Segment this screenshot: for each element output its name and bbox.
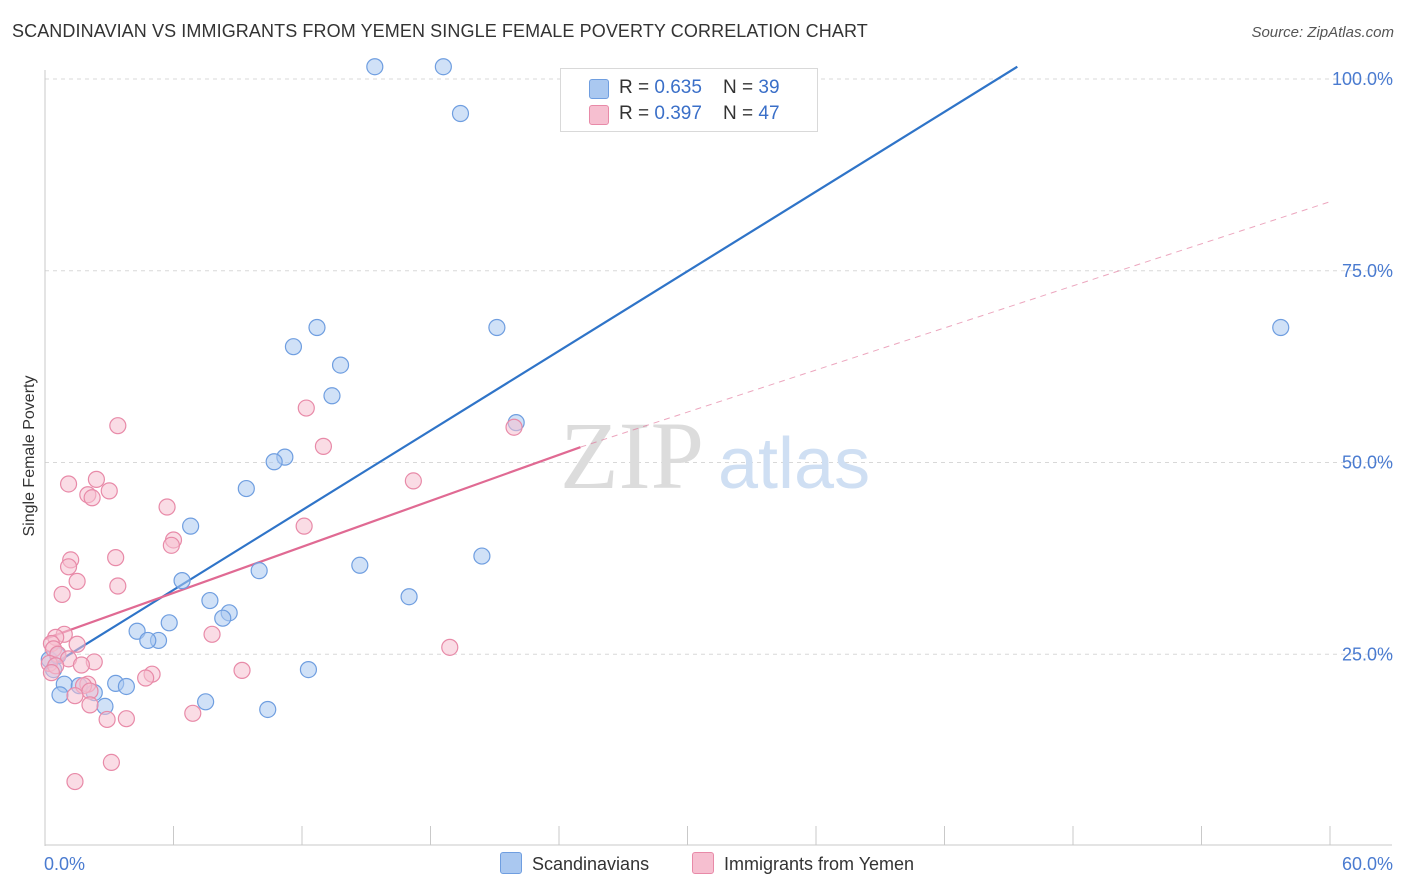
data-point-yemen [98,710,116,729]
watermark-atlas: atlas [718,424,870,504]
watermark-zip: ZIP [560,402,704,509]
data-point-yemen [100,482,118,500]
legend-n-value: 39 [758,77,780,98]
y-tick-label: 75.0% [1342,261,1393,281]
legend-swatch-pink [589,105,609,125]
data-point-yemen [59,558,78,576]
data-point-scandinavian [451,104,470,123]
data-point-scandinavian [1272,318,1290,337]
legend-n-label: N = [723,103,759,124]
bottom-legend-label: Scandinavians [532,854,650,874]
x-tick-label: 0.0% [44,854,85,874]
data-point-scandinavian [173,572,191,590]
y-tick-label: 25.0% [1342,644,1393,664]
data-point-yemen [314,437,333,455]
data-point-yemen [158,498,176,516]
data-point-yemen [81,696,99,714]
gridlines [45,78,1392,655]
data-point-yemen [68,635,86,653]
data-point-yemen [107,549,125,567]
data-point-scandinavian [197,693,215,711]
bottom-legend-swatch-blue [500,852,522,874]
data-point-scandinavian [160,614,178,632]
data-point-yemen [295,517,313,535]
trend-line-scandinavian [44,65,1018,671]
legend-r-label: R = [619,103,655,124]
tick-labels: 25.0% 50.0% 75.0% 100.0% 0.0% 60.0% [44,69,1393,874]
legend-n-value: 47 [758,103,780,124]
data-point-yemen [109,577,127,595]
axes [44,70,1392,846]
data-point-yemen [184,704,202,722]
trend-line-yemen [44,446,581,640]
bottom-legend-yemen: Immigrants from Yemen [692,852,914,875]
data-point-scandinavian [323,387,341,405]
bottom-legend-label: Immigrants from Yemen [724,854,915,874]
trend-lines [44,65,1331,671]
data-point-scandinavian [51,686,69,704]
data-point-scandinavian [366,58,384,76]
legend-n-label: N = [723,77,759,98]
data-point-yemen [72,656,91,674]
data-point-scandinavian [284,338,303,356]
data-point-yemen [162,536,180,554]
data-point-scandinavian [214,609,232,627]
data-point-yemen [137,669,155,687]
data-point-yemen [505,418,523,436]
data-point-yemen [66,772,84,791]
y-tick-label: 100.0% [1332,69,1393,89]
data-point-yemen [117,710,135,728]
data-point-scandinavian [259,700,277,719]
source-credit: Source: ZipAtlas.com [1251,24,1394,41]
data-point-yemen [404,472,422,490]
bottom-legend-scandinavians: Scandinavians [500,852,649,875]
data-point-scandinavian [434,58,452,76]
legend-swatch-blue [589,79,609,99]
data-point-yemen [203,625,221,643]
data-point-scandinavian [331,356,350,374]
data-point-scandinavian [237,479,255,498]
data-point-scandinavian [139,631,157,650]
legend-r-label: R = [619,77,655,98]
stats-legend: R = 0.635 N = 39 R = 0.397 N = 47 [560,68,818,132]
data-point-scandinavian [299,660,318,679]
data-point-yemen [109,417,127,435]
data-point-scandinavian [265,453,283,471]
y-tick-label: 50.0% [1342,453,1393,473]
data-point-scandinavian [400,588,418,606]
data-point-yemen [59,475,78,493]
data-point-scandinavian [473,547,491,565]
trend-line-extension-yemen [580,201,1331,448]
data-point-yemen [441,638,459,656]
data-point-scandinavian [308,318,326,337]
x-tick-label: 60.0% [1342,854,1393,874]
data-points [40,58,1290,791]
data-point-yemen [42,664,61,682]
data-point-yemen [68,572,86,590]
data-point-scandinavian [351,556,369,574]
legend-r-value: 0.397 [654,103,702,124]
bottom-legend-swatch-pink [692,852,714,874]
data-point-yemen [102,753,120,771]
data-point-yemen [233,661,251,679]
data-point-scandinavian [488,318,506,337]
data-point-yemen [66,687,84,705]
legend-r-value: 0.635 [654,77,702,98]
data-point-scandinavian [250,562,268,580]
data-point-scandinavian [182,517,200,535]
chart-title: SCANDINAVIAN VS IMMIGRANTS FROM YEMEN SI… [12,21,868,41]
data-point-yemen [83,489,101,507]
data-point-yemen [53,585,71,604]
watermark: ZIP atlas [560,402,870,509]
data-point-scandinavian [201,591,219,610]
data-point-yemen [87,470,106,488]
data-point-scandinavian [117,677,135,696]
data-point-yemen [297,399,315,417]
